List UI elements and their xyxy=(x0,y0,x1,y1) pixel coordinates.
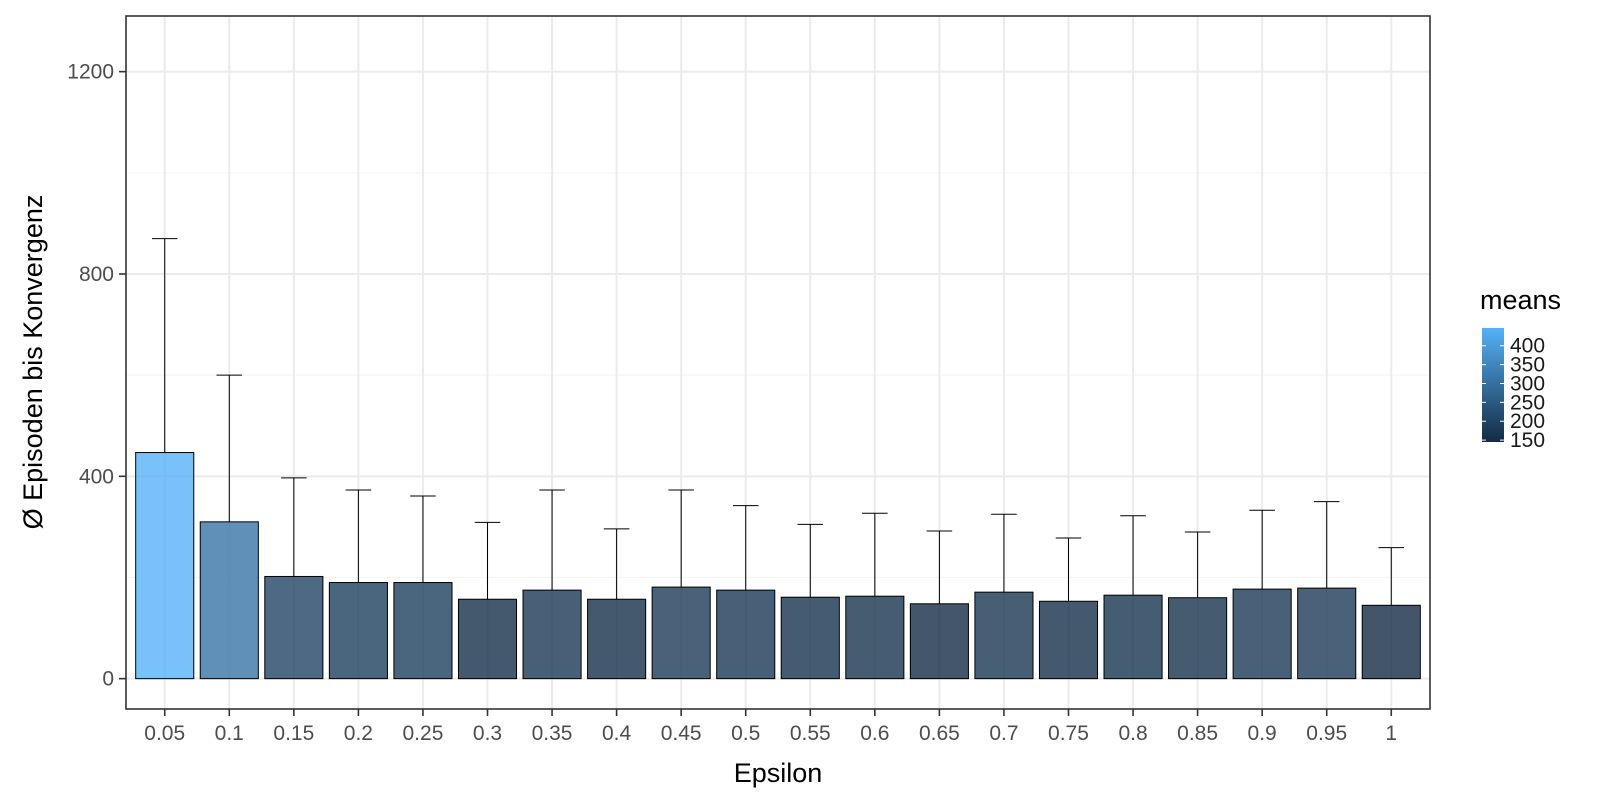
x-tick-label: 0.1 xyxy=(215,722,244,745)
y-axis-title: Ø Episoden bis Konvergenz xyxy=(18,195,48,530)
bar xyxy=(1232,588,1292,680)
legend-title: means xyxy=(1480,285,1561,315)
bar xyxy=(1103,594,1163,680)
x-tick-label: 0.15 xyxy=(273,722,314,745)
x-tick-label: 0.5 xyxy=(731,722,760,745)
bar xyxy=(393,582,453,680)
legend-tick-label: 150 xyxy=(1510,429,1545,452)
bar xyxy=(845,595,905,680)
bar xyxy=(199,521,259,680)
legend-colorbar xyxy=(1482,328,1504,442)
x-tick-label: 0.35 xyxy=(532,722,573,745)
bar xyxy=(780,596,840,680)
x-axis: 0.05 0.1 0.15 0.2 0.25 0.3 0.35 0.4 0.45 0.5 0.55 0… xyxy=(144,709,1397,745)
x-tick-label: 0.95 xyxy=(1306,722,1347,745)
x-tick-label: 0.55 xyxy=(790,722,831,745)
x-tick-label: 0.4 xyxy=(602,722,632,745)
x-tick-label: 0.05 xyxy=(144,722,185,745)
x-tick-label: 0.65 xyxy=(919,722,960,745)
errorbar-layer xyxy=(151,238,1405,606)
legend-tick-label: 300 xyxy=(1510,372,1545,395)
bar xyxy=(909,603,969,680)
x-tick-label: 0.2 xyxy=(344,722,373,745)
y-axis: 0 400 800 1200 xyxy=(67,61,126,691)
bar xyxy=(457,598,518,680)
y-tick-label: 800 xyxy=(79,263,114,286)
x-tick-label: 0.8 xyxy=(1118,722,1147,745)
bar xyxy=(716,589,776,680)
legend-tick-label: 250 xyxy=(1510,391,1545,414)
x-tick-label: 0.25 xyxy=(403,722,444,745)
bar xyxy=(587,598,647,680)
bar xyxy=(328,582,388,680)
bar xyxy=(1361,604,1421,680)
y-tick-label: 0 xyxy=(102,668,114,691)
x-tick-label: 0.45 xyxy=(661,722,702,745)
legend-tick-label: 350 xyxy=(1510,354,1545,377)
bar xyxy=(264,575,324,680)
bar xyxy=(1297,587,1357,680)
bar xyxy=(1038,600,1099,680)
y-tick-label: 400 xyxy=(79,465,114,488)
bar xyxy=(522,589,582,680)
x-tick-label: 0.6 xyxy=(860,722,889,745)
x-tick-label: 1 xyxy=(1385,722,1397,745)
bar xyxy=(1168,597,1228,680)
legend-tick-label: 400 xyxy=(1510,335,1545,358)
x-tick-label: 0.75 xyxy=(1048,722,1089,745)
x-tick-label: 0.9 xyxy=(1248,722,1277,745)
bar xyxy=(974,591,1034,680)
y-tick-label: 1200 xyxy=(67,61,114,84)
bar xyxy=(651,586,711,680)
bars-layer xyxy=(135,452,1421,680)
panel-border xyxy=(125,15,1431,710)
x-tick-label: 0.3 xyxy=(473,722,502,745)
legend-tick-label: 200 xyxy=(1510,410,1545,433)
x-tick-label: 0.7 xyxy=(989,722,1018,745)
x-tick-label: 0.85 xyxy=(1177,722,1218,745)
x-axis-title: Epsilon xyxy=(734,758,823,788)
bar xyxy=(135,452,195,680)
